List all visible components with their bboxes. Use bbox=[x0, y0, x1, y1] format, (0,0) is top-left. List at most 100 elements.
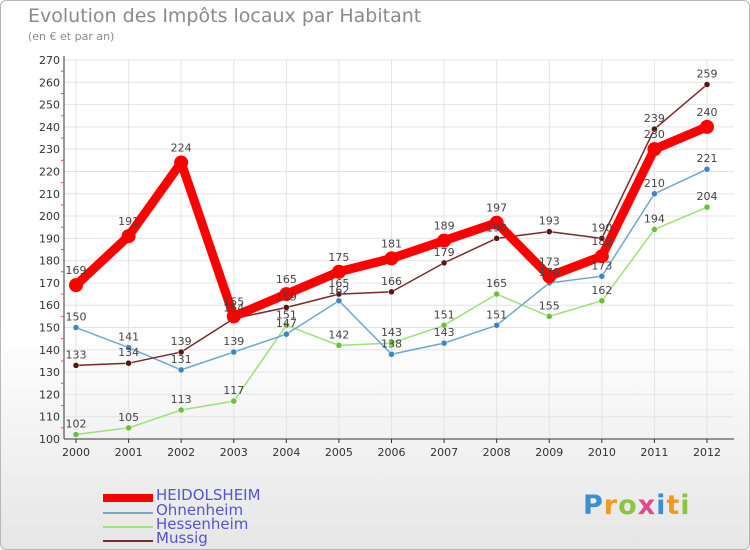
proxiti-logo: Proxiti bbox=[583, 490, 691, 521]
data-label-hessenheim: 165 bbox=[486, 277, 507, 290]
data-label-mussig: 134 bbox=[118, 346, 139, 359]
data-label-ohnenheim: 147 bbox=[276, 317, 297, 330]
y-tick-label: 190 bbox=[39, 232, 60, 245]
data-label-ohnenheim: 162 bbox=[328, 284, 349, 297]
data-point-mussig bbox=[125, 359, 132, 367]
data-label-hessenheim: 155 bbox=[539, 299, 560, 312]
data-label-hessenheim: 105 bbox=[118, 411, 139, 424]
data-label-hessenheim: 142 bbox=[328, 328, 349, 341]
x-tick-label: 2008 bbox=[483, 446, 511, 459]
data-label-ohnenheim: 143 bbox=[434, 326, 455, 339]
data-point-hessenheim bbox=[546, 313, 553, 320]
logo-letter: o bbox=[618, 490, 638, 521]
data-label-ohnenheim: 131 bbox=[171, 353, 192, 366]
data-point-heidolsheim bbox=[174, 155, 189, 170]
data-label-heidolsheim: 230 bbox=[644, 128, 665, 141]
data-point-hessenheim bbox=[177, 406, 185, 414]
data-label-mussig: 139 bbox=[171, 335, 192, 348]
x-tick-label: 2002 bbox=[167, 446, 195, 459]
x-tick-label: 2009 bbox=[535, 446, 563, 459]
data-point-ohnenheim bbox=[335, 297, 343, 305]
x-tick-label: 2010 bbox=[588, 446, 616, 459]
data-label-hessenheim: 102 bbox=[66, 418, 87, 431]
data-label-mussig: 133 bbox=[66, 348, 87, 361]
data-point-heidolsheim bbox=[542, 269, 557, 284]
y-tick-label: 270 bbox=[39, 54, 60, 67]
data-point-heidolsheim bbox=[331, 264, 346, 279]
data-point-heidolsheim bbox=[437, 233, 452, 248]
data-label-heidolsheim: 181 bbox=[381, 237, 402, 250]
y-tick-label: 150 bbox=[39, 322, 60, 335]
data-label-ohnenheim: 139 bbox=[223, 335, 244, 348]
data-label-heidolsheim: 182 bbox=[591, 235, 612, 248]
data-point-mussig bbox=[493, 235, 500, 242]
data-point-ohnenheim bbox=[125, 344, 132, 351]
legend-label: HEIDOLSHEIM bbox=[156, 486, 261, 504]
logo-letter: i bbox=[680, 490, 691, 521]
data-label-heidolsheim: 165 bbox=[276, 273, 297, 286]
data-point-hessenheim bbox=[651, 226, 658, 233]
x-tick-label: 2011 bbox=[640, 446, 668, 459]
logo-letter: r bbox=[603, 490, 619, 521]
logo-letter: t bbox=[666, 490, 681, 521]
data-point-hessenheim bbox=[440, 322, 448, 329]
data-label-heidolsheim: 169 bbox=[66, 264, 87, 277]
y-tick-label: 250 bbox=[39, 99, 60, 112]
legend-label: Mussig bbox=[156, 529, 208, 547]
data-point-mussig bbox=[177, 348, 185, 356]
chart-title: Evolution des Impôts locaux par Habitant bbox=[28, 5, 422, 27]
data-point-heidolsheim bbox=[700, 119, 714, 134]
y-tick-label: 110 bbox=[39, 411, 60, 424]
data-point-mussig bbox=[335, 290, 343, 298]
y-tick-label: 220 bbox=[39, 165, 60, 178]
data-label-hessenheim: 151 bbox=[276, 308, 297, 321]
data-label-ohnenheim: 150 bbox=[66, 311, 87, 324]
data-label-heidolsheim: 155 bbox=[223, 295, 244, 308]
data-point-ohnenheim bbox=[283, 330, 290, 338]
x-tick-label: 2012 bbox=[693, 446, 721, 459]
data-label-heidolsheim: 175 bbox=[328, 251, 349, 264]
data-point-hessenheim bbox=[125, 424, 132, 432]
data-point-mussig bbox=[72, 362, 80, 369]
legend-swatch-ohnenheim bbox=[103, 512, 153, 514]
data-label-mussig: 239 bbox=[644, 112, 665, 125]
data-label-ohnenheim: 170 bbox=[539, 266, 560, 279]
data-point-hessenheim bbox=[493, 290, 500, 298]
y-tick-label: 210 bbox=[39, 188, 60, 201]
data-label-hessenheim: 204 bbox=[697, 190, 718, 203]
data-point-heidolsheim bbox=[489, 215, 504, 230]
data-point-mussig bbox=[598, 235, 606, 242]
data-point-ohnenheim bbox=[651, 190, 658, 198]
data-label-mussig: 193 bbox=[539, 215, 560, 228]
legend-label: Ohnenheim bbox=[156, 501, 244, 519]
x-tick-label: 2005 bbox=[325, 446, 353, 459]
data-point-mussig bbox=[703, 81, 711, 88]
logo-letter: i bbox=[656, 490, 667, 521]
y-tick-label: 200 bbox=[39, 210, 60, 223]
data-point-ohnenheim bbox=[72, 324, 80, 331]
data-point-hessenheim bbox=[72, 431, 80, 438]
data-point-mussig bbox=[440, 259, 448, 267]
data-point-ohnenheim bbox=[703, 165, 711, 173]
logo-letter: P bbox=[583, 490, 604, 521]
data-label-ohnenheim: 210 bbox=[644, 177, 665, 190]
data-label-mussig: 259 bbox=[697, 68, 718, 81]
data-point-ohnenheim bbox=[493, 322, 500, 329]
y-tick-label: 140 bbox=[39, 344, 60, 357]
data-point-mussig bbox=[546, 228, 553, 235]
legend-swatch-mussig bbox=[103, 540, 153, 542]
data-label-heidolsheim: 189 bbox=[434, 220, 455, 233]
y-tick-label: 240 bbox=[39, 121, 60, 134]
data-point-ohnenheim bbox=[230, 348, 237, 356]
y-tick-label: 160 bbox=[39, 299, 60, 312]
data-label-hessenheim: 194 bbox=[644, 212, 665, 225]
data-label-heidolsheim: 240 bbox=[697, 106, 718, 119]
data-label-mussig: 165 bbox=[328, 277, 349, 290]
logo-letter: x bbox=[637, 490, 657, 521]
legend-swatch-heidolsheim bbox=[103, 494, 153, 502]
x-tick-label: 2004 bbox=[272, 446, 300, 459]
data-label-ohnenheim: 151 bbox=[486, 308, 507, 321]
legend-label: Hessenheim bbox=[156, 515, 249, 533]
